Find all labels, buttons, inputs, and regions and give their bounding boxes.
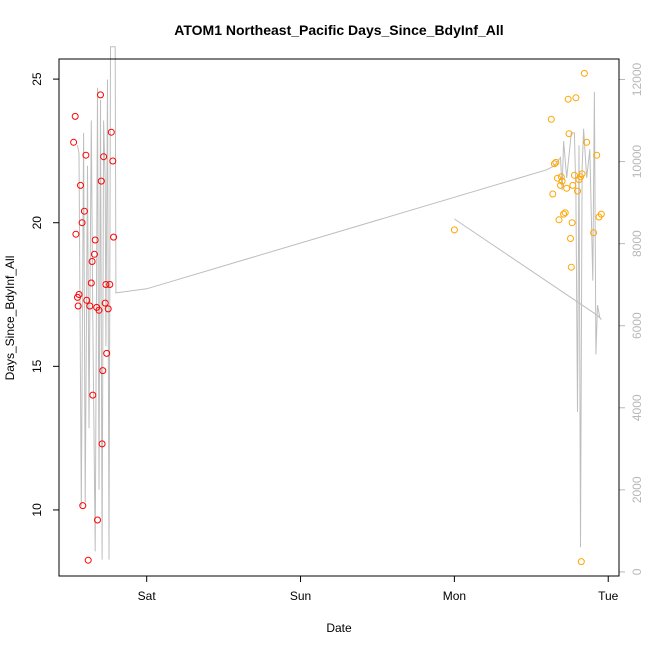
data-point — [109, 157, 117, 165]
data-point — [89, 391, 97, 399]
data-point — [450, 226, 458, 234]
chart-title: ATOM1 Northeast_Pacific Days_Since_BdyIn… — [174, 22, 503, 38]
data-point — [78, 219, 86, 227]
data-point — [80, 207, 88, 215]
data-point — [79, 502, 87, 510]
data-point — [74, 302, 82, 310]
data-point — [82, 151, 90, 159]
data-point — [569, 181, 577, 189]
data-point — [72, 230, 80, 238]
y-tick-label: 10 — [30, 503, 44, 517]
data-point — [568, 219, 576, 227]
data-point — [552, 158, 560, 166]
data-point — [87, 279, 95, 287]
data-point — [577, 558, 585, 566]
data-point — [90, 250, 98, 258]
data-point — [84, 556, 92, 564]
plot-frame — [58, 58, 620, 577]
data-point — [557, 181, 564, 189]
data-point — [590, 229, 598, 237]
y2-tick-label: 4000 — [630, 394, 644, 421]
data-point — [572, 94, 580, 102]
data-point — [77, 181, 84, 189]
y-tick-label: 25 — [30, 72, 44, 86]
data-point — [104, 305, 112, 313]
data-point — [593, 151, 601, 159]
data-point — [597, 210, 605, 218]
y2-tick-label: 12000 — [630, 63, 644, 97]
data-point — [95, 306, 103, 314]
data-point — [574, 187, 581, 195]
data-point — [103, 349, 111, 357]
data-point — [558, 177, 566, 185]
data-point — [567, 263, 575, 271]
y2-tick-label: 0 — [630, 568, 644, 575]
data-point — [110, 233, 118, 241]
data-point — [580, 69, 588, 77]
y-tick-label: 20 — [30, 216, 44, 230]
data-point — [102, 281, 110, 288]
data-point — [99, 367, 107, 375]
data-point — [71, 112, 79, 120]
data-point — [578, 170, 586, 178]
y2-tick-label: 10000 — [630, 145, 644, 179]
data-point — [555, 216, 563, 224]
y2-tick-label: 6000 — [630, 312, 644, 339]
data-point — [560, 210, 568, 218]
data-point — [106, 281, 114, 288]
data-point — [100, 153, 108, 161]
data-point — [107, 128, 115, 136]
y2-tick-label: 2000 — [630, 476, 644, 503]
y-axis-label: Days_Since_BdyInf_All — [3, 256, 17, 381]
x-axis-label: Date — [326, 621, 352, 635]
data-point — [75, 291, 83, 298]
data-point — [565, 130, 573, 138]
y2-tick-label: 8000 — [630, 230, 644, 257]
data-point — [547, 115, 555, 123]
data-point — [70, 138, 78, 146]
x-tick-label: Sun — [290, 589, 311, 603]
x-tick-label: Tue — [598, 589, 619, 603]
data-point — [564, 95, 572, 103]
data-point — [94, 516, 101, 524]
data-point — [97, 177, 105, 185]
data-point — [86, 302, 94, 310]
axes-layer: Sat Sun Mon Tue 10 15 20 25 0 2000 4000 6000 8000 100… — [30, 63, 644, 603]
y-tick-label: 15 — [30, 359, 44, 373]
data-point — [83, 296, 91, 304]
x-tick-label: Mon — [443, 589, 466, 603]
data-point — [550, 160, 558, 168]
data-point — [557, 173, 565, 181]
x-tick-label: Sat — [138, 589, 157, 603]
points-layer — [70, 69, 605, 566]
data-point — [97, 91, 104, 99]
data-point — [98, 440, 106, 448]
data-point — [583, 138, 591, 146]
data-point — [549, 190, 557, 198]
data-point — [563, 184, 571, 192]
data-point — [91, 236, 99, 244]
data-point — [88, 258, 96, 265]
data-point — [567, 235, 574, 242]
data-point — [561, 209, 569, 217]
data-point — [101, 299, 109, 307]
